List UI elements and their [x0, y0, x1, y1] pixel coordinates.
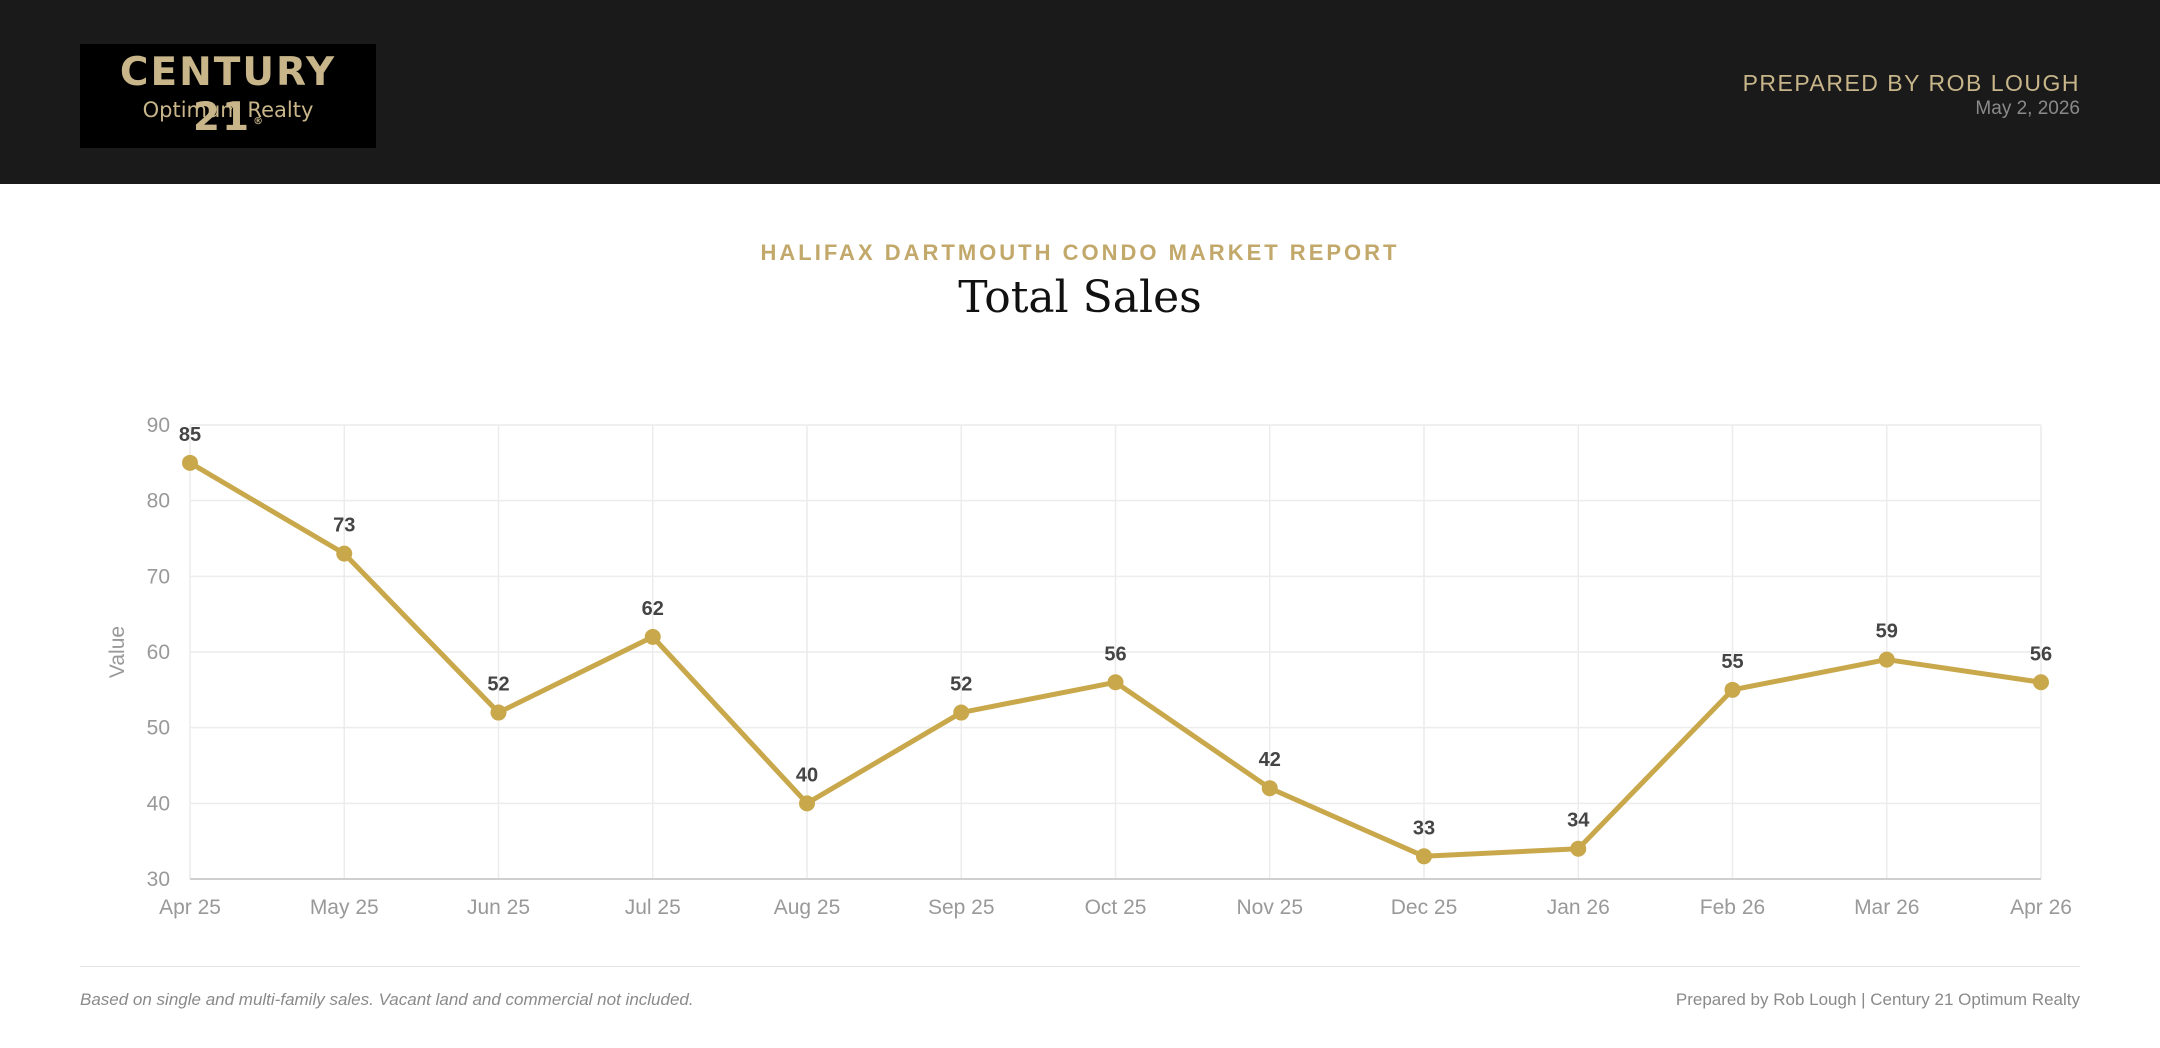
report-date: May 2, 2026	[1975, 98, 2080, 119]
data-label: 56	[2030, 643, 2052, 665]
y-tick-label: 90	[147, 414, 170, 437]
x-tick-label: May 25	[310, 896, 379, 919]
data-label: 33	[1413, 817, 1435, 839]
chart-data-labels: 85 73 52 62 40 52 56 42 33 34 55 59 56	[179, 424, 2052, 839]
logo-subtitle: Optimum Realty	[142, 98, 314, 122]
y-tick-label: 60	[147, 641, 170, 664]
data-label: 42	[1259, 749, 1281, 771]
y-tick-label: 50	[147, 717, 170, 740]
x-tick-label: Dec 25	[1391, 896, 1458, 919]
footer-divider	[80, 966, 2080, 967]
data-label: 62	[642, 598, 664, 620]
report-subtitle: HALIFAX DARTMOUTH CONDO MARKET REPORT	[760, 240, 1400, 265]
total-sales-chart: 30 40 50 60 70 80 90 Apr 25 May 25 Jun 25 Jul 25 Au…	[106, 414, 2072, 919]
logo-wordmark: CENTURY 21	[119, 50, 337, 140]
data-point	[1570, 840, 1587, 857]
chart-series	[182, 454, 2049, 865]
x-tick-label: Jan 26	[1547, 896, 1610, 919]
data-point	[953, 704, 970, 721]
data-point	[2033, 674, 2049, 691]
prepared-by: PREPARED BY ROB LOUGH	[1742, 70, 2080, 96]
century21-logo: CENTURY 21 ® Optimum Realty	[80, 44, 376, 148]
y-tick-label: 30	[147, 868, 170, 891]
data-label: 73	[333, 515, 355, 537]
chart-axes: 30 40 50 60 70 80 90 Apr 25 May 25 Jun 25 Jul 25 Au…	[106, 414, 2072, 919]
x-tick-label: Jun 25	[467, 896, 530, 919]
x-tick-label: Aug 25	[774, 896, 841, 919]
data-label: 55	[1721, 651, 1743, 673]
y-tick-label: 70	[147, 565, 170, 588]
data-point	[182, 454, 198, 471]
x-tick-label: Jul 25	[625, 896, 681, 919]
footer-note: Based on single and multi-family sales. …	[80, 990, 694, 1009]
data-label: 85	[179, 424, 201, 446]
data-label: 56	[1104, 643, 1126, 665]
chart-grid	[189, 424, 2042, 880]
data-point	[799, 795, 815, 812]
report-title: Total Sales	[958, 272, 1202, 323]
data-label: 40	[796, 764, 818, 786]
x-tick-label: Apr 25	[159, 896, 221, 919]
data-label: 34	[1567, 810, 1590, 832]
data-point	[1261, 780, 1278, 797]
data-point	[1107, 674, 1124, 691]
data-point	[1416, 848, 1432, 865]
x-tick-label: Mar 26	[1854, 896, 1919, 919]
footer-credit: Prepared by Rob Lough | Century 21 Optim…	[1675, 990, 2080, 1009]
report-header: CENTURY 21 ® Optimum Realty PREPARED BY R…	[0, 0, 2160, 184]
x-tick-label: Sep 25	[928, 896, 995, 919]
data-point	[490, 704, 507, 721]
data-label: 52	[950, 674, 972, 696]
y-tick-label: 40	[147, 792, 170, 815]
x-tick-label: Apr 26	[2010, 896, 2072, 919]
data-label: 52	[487, 674, 509, 696]
x-tick-label: Nov 25	[1236, 896, 1303, 919]
data-point	[1724, 681, 1741, 698]
y-axis-title: Value	[106, 626, 129, 678]
data-point	[644, 628, 661, 645]
data-label: 59	[1876, 621, 1898, 643]
x-tick-label: Oct 25	[1085, 896, 1147, 919]
x-tick-label: Feb 26	[1700, 896, 1765, 919]
registered-mark: ®	[253, 116, 264, 127]
data-point	[1878, 651, 1895, 668]
y-tick-label: 80	[147, 490, 170, 513]
data-point	[336, 545, 353, 562]
